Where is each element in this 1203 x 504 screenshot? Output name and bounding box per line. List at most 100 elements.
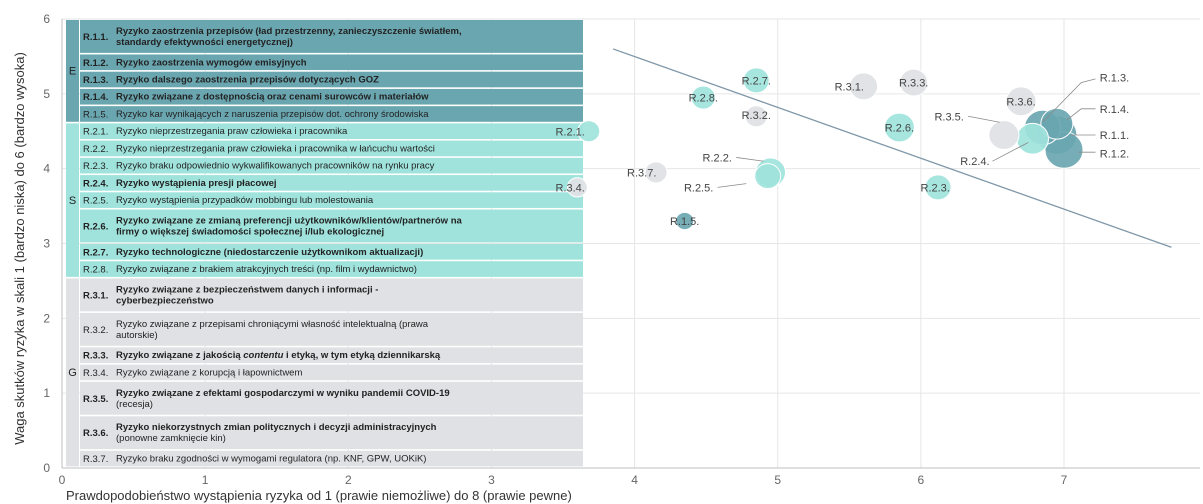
label-leader-line	[1066, 108, 1096, 121]
point-label-R-1-4: R.1.4.	[1100, 104, 1129, 116]
legend-text-line: Ryzyko dalszego zaostrzenia przepisów do…	[116, 75, 379, 86]
legend-code: R.2.7.	[83, 247, 108, 258]
point-label-R-2-3: R.2.3.	[921, 182, 950, 194]
legend-text-line: Ryzyko związane z bezpieczeństwem danych…	[116, 284, 378, 295]
point-label-R-2-4: R.2.4.	[960, 156, 989, 168]
legend-code: R.1.2.	[83, 58, 108, 69]
legend-text-line: standardy efektywności energetycznej)	[116, 37, 293, 48]
point-label-R-3-7: R.3.7.	[627, 167, 656, 179]
legend-text-line: Ryzyko związane z brakiem atrakcyjnych t…	[116, 264, 417, 275]
legend-row-bg-R-2-7	[80, 244, 583, 260]
y-tick-label-3: 3	[43, 237, 50, 251]
legend-code: R.2.4.	[83, 178, 108, 189]
legend-code: R.2.6.	[83, 221, 108, 232]
legend-row-bg-R-3-7	[80, 450, 583, 467]
legend-group-G	[66, 278, 79, 467]
point-label-R-1-2: R.1.2.	[1100, 149, 1129, 161]
y-tick-label-2: 2	[43, 311, 50, 325]
risk-point-R-3-7	[644, 161, 668, 184]
legend-group-letter-G: G	[68, 367, 77, 379]
x-tick-label-5: 5	[774, 473, 781, 487]
legend-row-bg-R-3-6	[80, 416, 583, 450]
legend-row-bg-R-2-8	[80, 261, 583, 277]
risk-point-R-3-6	[1005, 86, 1037, 117]
x-axis-title: Prawdopodobieństwo wystąpienia ryzyka od…	[66, 488, 572, 503]
legend-row-bg-R-2-2	[80, 140, 583, 157]
legend-text-line: Ryzyko związane z korupcją i łapownictwe…	[116, 367, 302, 378]
point-label-R-2-1: R.2.1.	[555, 126, 584, 138]
point-label-R-3-2: R.3.2.	[742, 110, 771, 122]
risk-point-R-2-3	[924, 174, 952, 201]
y-tick-label-4: 4	[43, 162, 50, 176]
point-labels: R.1.1. R.1.2. R.1.3. R.1.4. R.1.5. R.2.1. R.2.…	[555, 72, 1129, 228]
legend-text-line: Ryzyko zaostrzenia wymogów emisyjnych	[116, 57, 307, 68]
point-label-R-3-3: R.3.3.	[899, 78, 928, 90]
risk-point-R-2-1	[577, 120, 601, 143]
legend-text-line: Ryzyko wystąpienia przypadków mobbingu l…	[116, 195, 374, 206]
legend-row-bg-R-2-1	[80, 123, 583, 140]
legend-row-bg-R-3-2	[80, 312, 583, 346]
point-label-R-1-1: R.1.1.	[1100, 130, 1129, 142]
legend-row-bg-R-1-1	[80, 20, 583, 53]
point-label-R-3-5: R.3.5.	[934, 111, 963, 123]
risk-point-R-2-4	[1016, 122, 1050, 155]
x-tick-label-4: 4	[631, 473, 638, 487]
legend-code: R.2.8.	[83, 265, 108, 276]
legend-code: R.1.1.	[83, 32, 108, 43]
y-tick-label-6: 6	[43, 12, 50, 26]
legend-code: R.1.5.	[83, 109, 108, 120]
legend-code: R.3.6.	[83, 428, 108, 439]
legend-text-line: (ponowne zamknięcie kin)	[116, 433, 226, 444]
label-leader-line	[992, 142, 1029, 162]
risk-point-R-3-1	[849, 72, 879, 101]
legend-code: R.3.2.	[83, 325, 108, 336]
legend-text-line: cyberbezpieczeństwo	[116, 295, 214, 306]
legend-row-bg-R-3-4	[80, 364, 583, 381]
legend-code: R.3.7.	[83, 454, 108, 465]
x-tick-label-7: 7	[1061, 473, 1068, 487]
legend-row-bg-R-1-5	[80, 106, 583, 122]
x-tick-label-3: 3	[488, 473, 495, 487]
axes: 0 1 2 3 4 5 6 0 1 2 3 4 5 6 7 Prawdopodobieństwo wystąp…	[12, 12, 1200, 503]
point-label-R-3-4: R.3.4.	[555, 182, 584, 194]
risk-point-R-3-3	[899, 68, 929, 97]
risk-point-R-3-5	[988, 120, 1020, 150]
y-tick-label-5: 5	[43, 87, 50, 101]
risk-point-R-2-8	[690, 85, 716, 110]
legend-text-line: Ryzyko braku zgodności w wymogami regula…	[116, 454, 426, 465]
legend-code: R.3.5.	[83, 394, 108, 405]
point-label-R-2-6: R.2.6.	[885, 123, 914, 135]
legend-code: R.2.2.	[83, 144, 108, 155]
legend-group-S	[66, 123, 79, 277]
label-leader-line	[736, 157, 764, 162]
label-leader-line	[1042, 78, 1096, 123]
point-label-R-2-7: R.2.7.	[742, 75, 771, 87]
label-leader-line	[968, 115, 1000, 123]
point-label-R-2-2: R.2.2.	[703, 152, 732, 164]
legend-code: R.3.1.	[83, 290, 108, 301]
legend-text-line: Ryzyko technologiczne (niedostarczenie u…	[116, 247, 423, 258]
risk-point-R-2-7	[742, 67, 770, 94]
legend-row-bg-R-2-6	[80, 209, 583, 243]
legend-row-bg-R-2-4	[80, 175, 583, 191]
legend-group-letter-E: E	[69, 66, 76, 78]
legend-code: R.2.3.	[83, 161, 108, 172]
legend-row-bg-R-1-4	[80, 88, 583, 105]
legend-text-line: Ryzyko nieprzestrzegania praw człowieka …	[116, 126, 348, 137]
y-tick-label-1: 1	[43, 386, 50, 400]
legend-text-line: Ryzyko niekorzystnych zmian politycznych…	[116, 422, 437, 433]
risk-point-R-2-5	[754, 163, 782, 190]
legend-row-bg-R-3-1	[80, 278, 583, 312]
legend-code: R.3.3.	[83, 351, 108, 362]
x-tick-label-6: 6	[918, 473, 925, 487]
legend-row-bg-R-2-3	[80, 157, 583, 174]
legend-code: R.2.1.	[83, 127, 108, 138]
legend-group-E	[66, 20, 79, 122]
risk-point-R-1-5	[675, 211, 695, 231]
point-label-R-1-3: R.1.3.	[1100, 72, 1129, 84]
x-tick-label-1: 1	[202, 473, 209, 487]
label-leader-line	[717, 183, 747, 188]
legend-text-line: (recesja)	[116, 399, 153, 410]
point-label-R-2-8: R.2.8.	[689, 93, 718, 105]
legend-code: R.2.5.	[83, 196, 108, 207]
